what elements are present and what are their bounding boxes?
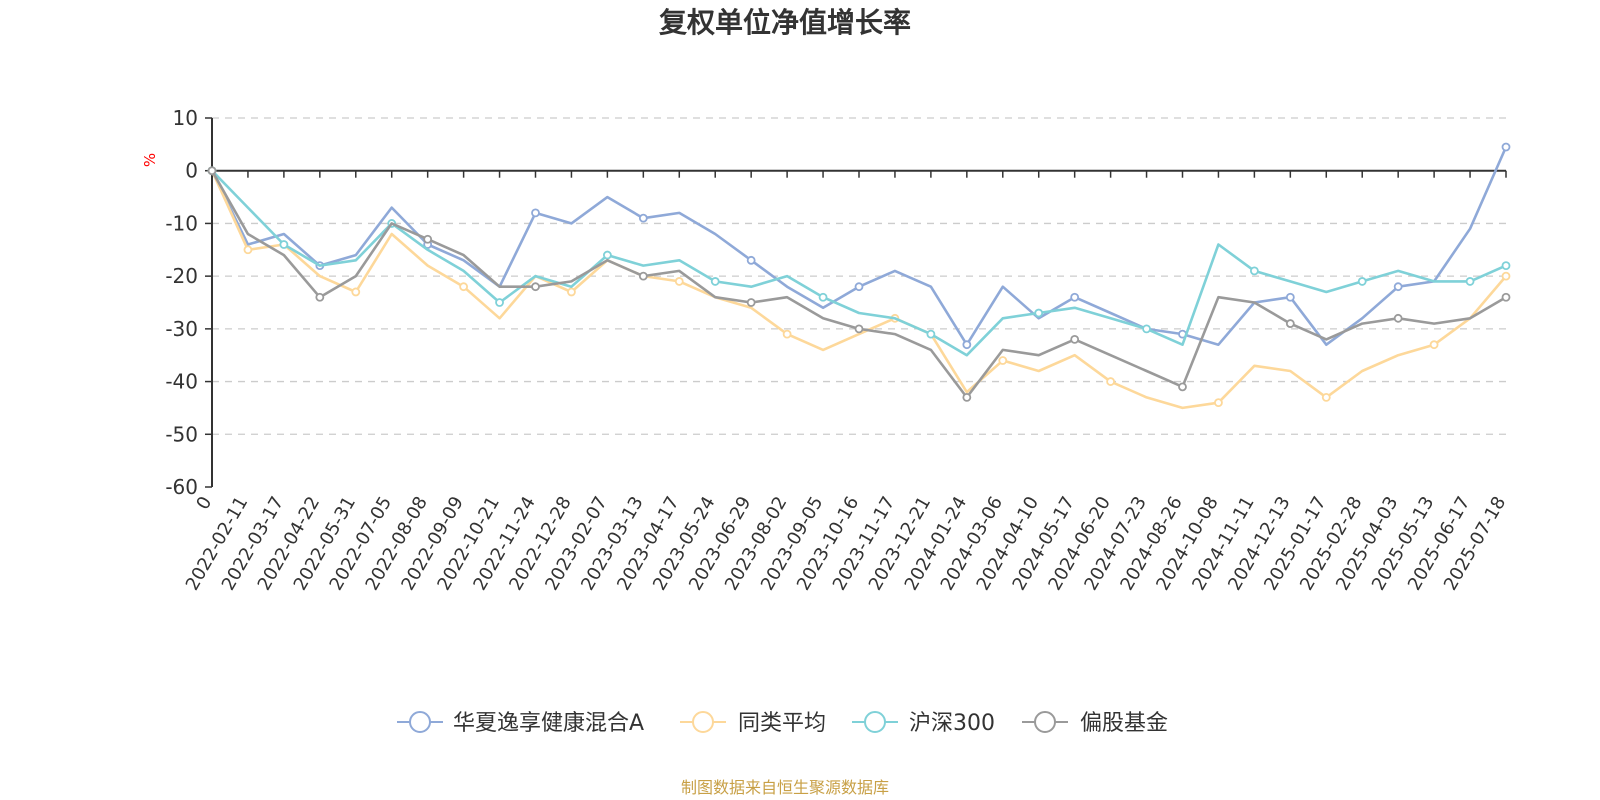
data-point xyxy=(1070,334,1080,344)
legend-item-3[interactable]: 偏股基金 xyxy=(1022,711,1168,736)
legend-label: 华夏逸享健康混合A xyxy=(453,711,644,736)
series-3 xyxy=(207,166,1511,402)
data-point xyxy=(962,340,972,350)
data-point xyxy=(423,234,433,244)
data-point xyxy=(1429,340,1439,350)
legend-label: 偏股基金 xyxy=(1080,711,1168,736)
data-point xyxy=(818,292,828,302)
legend-marker xyxy=(409,711,431,733)
data-point xyxy=(638,271,648,281)
data-point xyxy=(854,282,864,292)
data-point xyxy=(638,213,648,223)
y-tick-label: -40 xyxy=(165,370,198,394)
data-point xyxy=(1249,266,1259,276)
data-point xyxy=(854,324,864,334)
data-point xyxy=(459,282,469,292)
legend[interactable]: 华夏逸享健康混合A 同类平均 沪深300 偏股基金 xyxy=(397,711,1168,736)
data-point xyxy=(998,356,1008,365)
y-tick-label: 10 xyxy=(173,106,198,130)
data-point xyxy=(1142,324,1151,334)
data-point xyxy=(567,287,576,297)
data-point xyxy=(1393,313,1403,323)
y-tick-label: -10 xyxy=(165,211,198,235)
y-tick-label: 0 xyxy=(185,159,198,183)
data-point xyxy=(782,329,792,339)
legend-marker xyxy=(1034,711,1056,733)
data-point xyxy=(926,329,936,339)
series-line xyxy=(210,170,1507,410)
data-point xyxy=(1465,277,1475,286)
data-point xyxy=(962,392,972,402)
data-point xyxy=(207,166,217,176)
data-point xyxy=(1106,377,1116,386)
legend-item-0[interactable]: 华夏逸享健康混合A xyxy=(397,711,644,736)
data-point xyxy=(1034,308,1044,318)
y-axis-ticks: 10 0 -10 -20 -30 -40 -50 -60 xyxy=(165,106,212,499)
x-tick-label: 0 xyxy=(192,493,216,513)
data-point xyxy=(1501,292,1511,302)
data-point xyxy=(1285,292,1295,302)
data-point xyxy=(1357,277,1367,286)
data-point xyxy=(531,282,540,292)
data-point xyxy=(1070,292,1080,302)
data-point xyxy=(495,298,504,307)
data-point xyxy=(279,240,289,249)
legend-label: 同类平均 xyxy=(738,711,826,736)
y-axis-unit: % xyxy=(141,153,159,167)
data-point xyxy=(1178,382,1187,392)
y-tick-label: -20 xyxy=(165,264,198,288)
data-point xyxy=(1285,319,1295,328)
legend-marker xyxy=(692,711,714,733)
legend-item-1[interactable]: 同类平均 xyxy=(680,711,826,736)
series-line xyxy=(211,169,1507,357)
data-point xyxy=(746,298,756,307)
data-point xyxy=(746,255,756,265)
data-point xyxy=(1501,261,1511,271)
series-0 xyxy=(207,142,1511,350)
data-point xyxy=(531,208,540,218)
data-point xyxy=(1501,271,1511,281)
data-point xyxy=(243,245,253,255)
data-source-note: 制图数据来自恒生聚源数据库 xyxy=(681,778,889,797)
data-point xyxy=(1393,282,1403,292)
legend-item-2[interactable]: 沪深300 xyxy=(852,711,995,736)
data-point xyxy=(602,250,612,260)
axes xyxy=(211,118,1506,487)
data-point xyxy=(315,292,325,302)
data-point xyxy=(351,287,361,297)
legend-marker xyxy=(864,711,886,733)
data-point xyxy=(1321,392,1331,402)
data-point xyxy=(1501,142,1511,152)
series-lines xyxy=(207,142,1511,410)
y-tick-label: -30 xyxy=(165,317,198,341)
chart-title: 复权单位净值增长率 xyxy=(659,6,911,39)
data-point xyxy=(674,277,684,286)
data-point xyxy=(1214,398,1223,408)
data-point xyxy=(710,277,720,286)
y-tick-label: -60 xyxy=(165,475,198,499)
y-tick-label: -50 xyxy=(165,422,198,446)
legend-label: 沪深300 xyxy=(909,711,995,736)
